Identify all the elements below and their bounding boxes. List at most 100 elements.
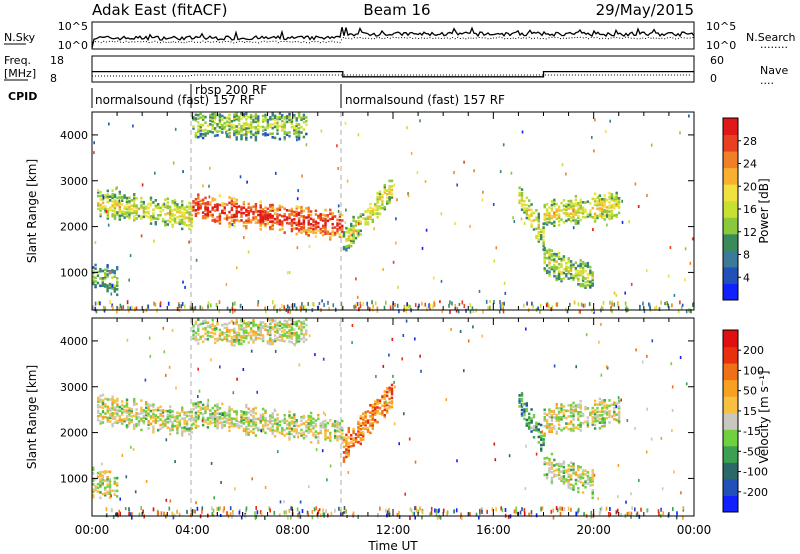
scatter-cell: [225, 337, 229, 341]
scatter-cell: [178, 207, 181, 211]
scatter-cell: [171, 511, 173, 516]
scatter-cell: [97, 405, 100, 409]
scatter-cell: [359, 233, 362, 236]
scatter-cell: [233, 335, 236, 338]
scatter-cell: [288, 114, 291, 118]
scatter-cell: [543, 261, 546, 265]
scatter-cell: [125, 211, 129, 214]
scatter-cell: [615, 197, 618, 200]
scatter-cell: [225, 120, 229, 124]
colorbar-swatch: [723, 217, 738, 235]
scatter-cell: [569, 403, 573, 407]
scatter-cell: [543, 222, 546, 225]
scatter-cell: [137, 419, 141, 423]
scatter-cell: [601, 410, 604, 413]
scatter-cell: [99, 209, 102, 212]
scatter-cell: [188, 223, 191, 227]
scatter-cell: [97, 418, 100, 422]
scatter-cell: [338, 233, 342, 237]
scatter-cell: [326, 215, 330, 219]
scatter-cell: [269, 225, 272, 229]
scatter-cell: [252, 205, 255, 208]
scatter-cell: [276, 429, 279, 433]
scatter-cell: [542, 241, 545, 244]
scatter-cell: [350, 237, 353, 241]
scatter-cell: [116, 419, 119, 423]
scatter-cell: [233, 219, 236, 222]
scatter-cell: [545, 202, 549, 206]
scatter-cell: [223, 322, 226, 326]
scatter-cell: [235, 410, 238, 413]
scatter-cell: [581, 208, 585, 211]
scatter-cell: [254, 338, 258, 341]
scatter-cell: [540, 506, 542, 511]
scatter-cell: [548, 304, 550, 309]
scatter-cell: [406, 126, 408, 130]
scatter-cell: [540, 228, 543, 232]
station-title: Adak East (fitACF): [92, 1, 227, 19]
scatter-cell: [598, 401, 602, 404]
scatter-cell: [242, 113, 246, 116]
scatter-cell: [201, 320, 205, 323]
scatter-cell: [259, 220, 262, 224]
scatter-cell: [276, 123, 279, 126]
scatter-cell: [254, 127, 258, 131]
scatter-cell: [249, 430, 253, 433]
scatter-cell: [106, 193, 109, 196]
time-tick-label-4: 16:00: [476, 523, 511, 537]
scatter-cell: [209, 115, 212, 119]
scatter-cell: [242, 330, 246, 334]
scatter-cell: [116, 476, 119, 480]
scatter-cell: [199, 203, 202, 206]
scatter-cell: [545, 424, 549, 428]
scatter-cell: [121, 195, 124, 199]
scatter-cell: [204, 411, 207, 414]
scatter-cell: [113, 284, 116, 288]
scatter-cell: [660, 436, 663, 440]
colorbar-swatch: [723, 363, 738, 381]
scatter-cell: [274, 304, 276, 309]
scatter-cell: [242, 319, 246, 323]
velocity-y-tick-label-2: 3000: [60, 381, 88, 394]
scatter-cell: [398, 309, 400, 314]
scatter-cell: [388, 390, 391, 393]
scatter-cell: [602, 300, 605, 305]
scatter-cell: [463, 160, 465, 164]
scatter-cell: [569, 461, 573, 464]
scatter-cell: [407, 194, 410, 198]
scatter-cell: [344, 121, 347, 125]
scatter-cell: [97, 191, 100, 194]
scatter-cell: [206, 130, 210, 133]
scatter-cell: [341, 428, 344, 432]
scatter-cell: [660, 300, 662, 305]
scatter-cell: [221, 323, 224, 327]
scatter-cell: [128, 205, 131, 209]
scatter-cell: [242, 334, 246, 338]
scatter-cell: [111, 200, 114, 203]
scatter-cell: [333, 434, 337, 438]
scatter-cell: [545, 256, 549, 260]
scatter-cell: [216, 423, 219, 426]
scatter-cell: [159, 418, 162, 421]
scatter-cell: [577, 214, 580, 218]
scatter-cell: [605, 407, 609, 411]
scatter-cell: [273, 118, 277, 121]
scatter-cell: [293, 415, 296, 418]
scatter-cell: [679, 131, 681, 135]
scatter-cell: [293, 422, 296, 426]
scatter-cell: [240, 421, 243, 424]
scatter-cell: [345, 433, 348, 437]
scatter-cell: [389, 306, 392, 311]
scatter-cell: [216, 412, 219, 415]
scatter-cell: [145, 406, 148, 410]
scatter-cell: [213, 325, 217, 328]
scatter-cell: [362, 213, 365, 216]
scatter-cell: [357, 420, 360, 424]
scatter-cell: [235, 116, 238, 119]
scatter-cell: [366, 421, 370, 424]
colorbar-tick-label-3: 15: [743, 405, 757, 418]
scatter-cell: [456, 459, 458, 463]
scatter-cell: [366, 210, 370, 213]
scatter-cell: [293, 424, 296, 427]
scatter-cell: [171, 421, 174, 424]
